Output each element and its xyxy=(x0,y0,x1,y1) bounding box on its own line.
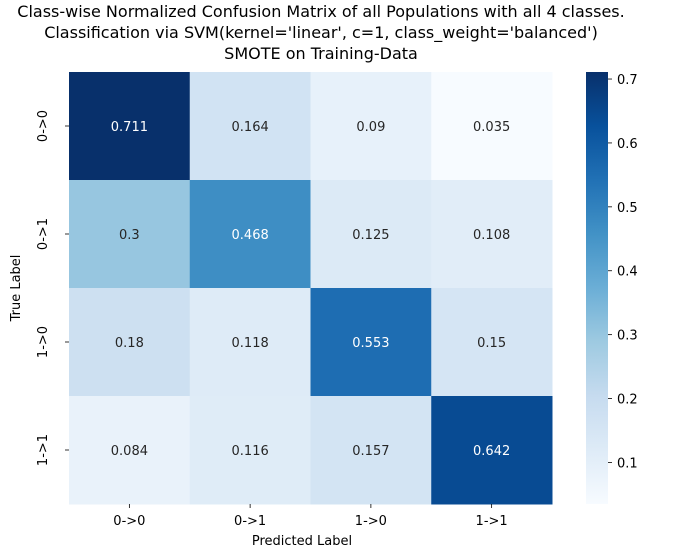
heatmap-cell-r2-c2 xyxy=(310,288,432,397)
colorbar-gradient xyxy=(586,72,608,504)
cell-value-label-r3-c2: 0.157 xyxy=(352,444,389,459)
colorbar-tick-label-1: 0.2 xyxy=(617,393,638,408)
title-line-2: Classification via SVM(kernel='linear', … xyxy=(44,23,598,43)
heatmap-cell-r1-c2 xyxy=(310,180,432,289)
heatmap-cell-r0-c1 xyxy=(189,72,311,181)
x-tick-label-3: 1->1 xyxy=(476,514,508,529)
chart-title: Class-wise Normalized Confusion Matrix o… xyxy=(17,2,624,63)
heatmap-cell-r2-c0 xyxy=(69,288,191,397)
y-tick-label-1: 0->1 xyxy=(36,218,51,250)
title-line-3: SMOTE on Training-Data xyxy=(224,44,418,63)
cell-value-labels: 0.711 0.164 0.09 0.035 0.3 0.468 0.125 0.108 0.1… xyxy=(111,120,510,459)
x-axis-ticks: 0->0 0->1 1->0 1->1 xyxy=(113,504,508,529)
cell-value-label-r0-c0: 0.711 xyxy=(111,120,148,135)
y-axis-label: True Label xyxy=(9,255,24,323)
cell-value-label-r0-c2: 0.09 xyxy=(356,120,385,135)
heatmap-cell-r0-c0 xyxy=(69,72,191,181)
colorbar-tick-label-0: 0.1 xyxy=(617,456,638,471)
colorbar-ticks: 0.1 0.2 0.3 0.4 0.5 0.6 0.7 xyxy=(608,73,638,471)
cell-value-label-r1-c1: 0.468 xyxy=(232,228,269,243)
heatmap-cell-r2-c1 xyxy=(189,288,311,397)
cell-value-label-r2-c3: 0.15 xyxy=(477,336,506,351)
heatmap-cell-r1-c3 xyxy=(431,180,553,289)
x-tick-label-1: 0->1 xyxy=(234,514,266,529)
cell-value-label-r0-c3: 0.035 xyxy=(473,120,510,135)
cell-value-label-r1-c2: 0.125 xyxy=(352,228,389,243)
cell-value-label-r1-c3: 0.108 xyxy=(473,228,510,243)
colorbar: 0.1 0.2 0.3 0.4 0.5 0.6 0.7 xyxy=(586,72,638,504)
colorbar-tick-label-4: 0.5 xyxy=(617,201,638,216)
cell-value-label-r3-c1: 0.116 xyxy=(232,444,269,459)
heatmap-cell-r1-c1 xyxy=(189,180,311,289)
heatmap-cell-r1-c0 xyxy=(69,180,191,289)
colorbar-tick-label-3: 0.4 xyxy=(617,265,638,280)
y-tick-label-0: 0->0 xyxy=(36,110,51,142)
y-tick-label-2: 1->0 xyxy=(36,326,51,358)
heatmap-cell-r3-c3 xyxy=(431,396,553,505)
cell-value-label-r3-c0: 0.084 xyxy=(111,444,148,459)
title-line-1: Class-wise Normalized Confusion Matrix o… xyxy=(17,2,624,21)
x-tick-label-2: 1->0 xyxy=(355,514,387,529)
cell-value-label-r2-c0: 0.18 xyxy=(115,336,144,351)
heatmap-cell-r0-c2 xyxy=(310,72,432,181)
cell-value-label-r2-c2: 0.553 xyxy=(352,336,389,351)
heatmap-cell-r3-c2 xyxy=(310,396,432,505)
heatmap-cells xyxy=(69,72,553,505)
heatmap-cell-r3-c0 xyxy=(69,396,191,505)
cell-value-label-r3-c3: 0.642 xyxy=(473,444,510,459)
colorbar-tick-label-2: 0.3 xyxy=(617,329,638,344)
y-tick-label-3: 1->1 xyxy=(36,434,51,466)
colorbar-tick-label-6: 0.7 xyxy=(617,73,638,88)
heatmap-cell-r0-c3 xyxy=(431,72,553,181)
heatmap-cell-r2-c3 xyxy=(431,288,553,397)
cell-value-label-r1-c0: 0.3 xyxy=(119,228,140,243)
cell-value-label-r2-c1: 0.118 xyxy=(232,336,269,351)
y-axis-ticks: 0->0 0->1 1->0 1->1 xyxy=(36,110,69,466)
cell-value-label-r0-c1: 0.164 xyxy=(232,120,269,135)
heatmap-cell-r3-c1 xyxy=(189,396,311,505)
colorbar-tick-label-5: 0.6 xyxy=(617,137,638,152)
x-axis-label: Predicted Label xyxy=(252,534,352,549)
x-tick-label-0: 0->0 xyxy=(113,514,145,529)
